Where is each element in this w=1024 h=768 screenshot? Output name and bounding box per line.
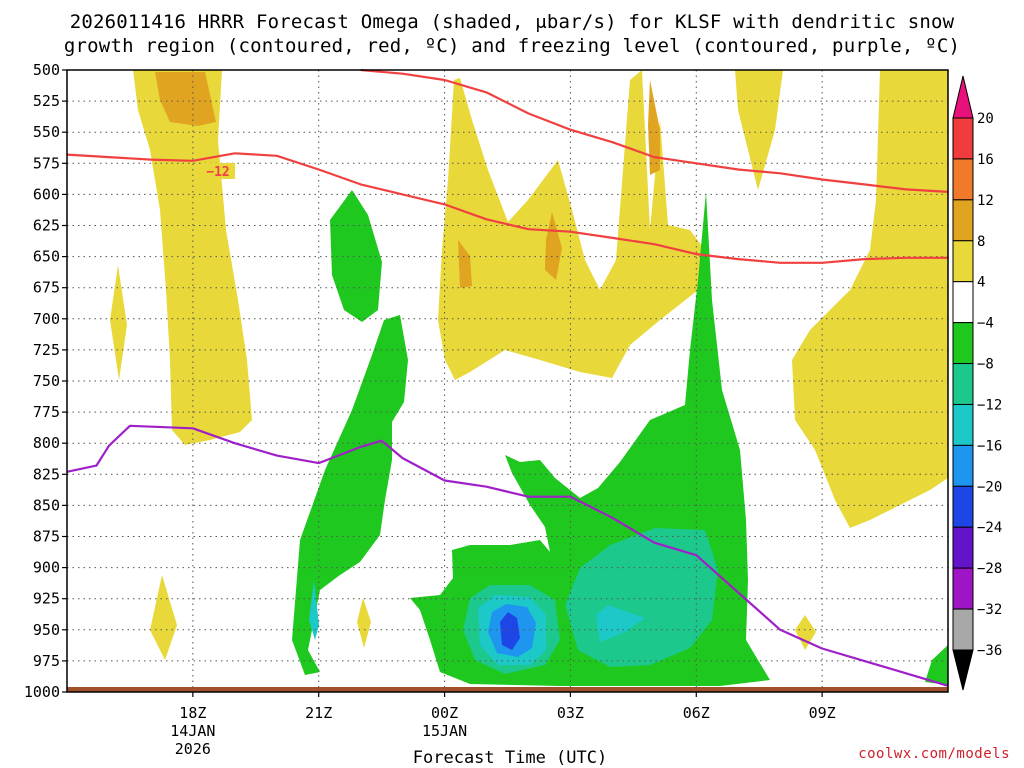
y-tick-label: 650 xyxy=(33,248,60,266)
colorbar-swatch xyxy=(952,281,974,324)
colorbar-label: −32 xyxy=(977,602,1002,618)
y-tick-label: 550 xyxy=(33,123,60,141)
x-tick-label: 06Z xyxy=(683,704,710,722)
omega-positive-region xyxy=(357,598,371,648)
colorbar-top-arrow xyxy=(952,75,974,119)
colorbar-swatch xyxy=(952,608,974,651)
colorbar-swatch xyxy=(952,485,974,528)
omega-positive-region xyxy=(545,212,562,280)
omega-positive-region xyxy=(438,70,705,380)
x-tick-date-label: 15JAN xyxy=(422,722,467,740)
y-tick-label: 750 xyxy=(33,372,60,390)
y-tick-label: 525 xyxy=(33,92,60,110)
omega-positive-region xyxy=(458,240,472,288)
colorbar-label: 16 xyxy=(977,152,994,168)
credit-text: coolwx.com/models xyxy=(858,746,1010,762)
omega-negative-region xyxy=(330,190,382,322)
y-tick-label: 925 xyxy=(33,590,60,608)
colorbar-label: −16 xyxy=(977,438,1002,454)
title-line-1: 2026011416 HRRR Forecast Omega (shaded, … xyxy=(70,11,955,33)
colorbar-swatch xyxy=(952,526,974,569)
y-tick-label: 600 xyxy=(33,185,60,203)
title-line-2: growth region (contoured, red, ºC) and f… xyxy=(64,35,960,57)
omega-positive-region xyxy=(795,615,816,650)
omega-positive-region xyxy=(150,575,177,660)
colorbar-swatch xyxy=(952,567,974,610)
omega-positive-region xyxy=(792,70,948,528)
colorbar-label: −20 xyxy=(977,479,1002,495)
colorbar-swatch xyxy=(952,199,974,242)
omega-shading xyxy=(110,70,948,686)
omega-negative-region xyxy=(292,315,408,675)
y-tick-label: 875 xyxy=(33,528,60,546)
chart-title: 2026011416 HRRR Forecast Omega (shaded, … xyxy=(64,11,960,57)
y-tick-label: 975 xyxy=(33,652,60,670)
omega-negative-region xyxy=(309,580,319,640)
y-tick-label: 775 xyxy=(33,403,60,421)
colorbar-label: −36 xyxy=(977,643,1002,659)
plot-area: −12 xyxy=(66,68,949,693)
omega-negative-region xyxy=(500,612,520,650)
contour-label-background xyxy=(201,163,235,179)
colorbar-label: −4 xyxy=(977,316,994,332)
colorbar-label: 20 xyxy=(977,111,994,127)
y-tick-label: 1000 xyxy=(24,683,60,701)
y-tick-label: 625 xyxy=(33,217,60,235)
colorbar-label: 4 xyxy=(977,275,985,291)
omega-positive-region xyxy=(110,265,127,380)
colorbar-label: −8 xyxy=(977,357,994,373)
x-tick-label: 18Z xyxy=(179,704,206,722)
y-tick-label: 950 xyxy=(33,621,60,639)
colorbar-bottom-arrow xyxy=(952,649,974,691)
contour-line-0 xyxy=(66,152,948,264)
omega-positive-region xyxy=(155,72,216,126)
y-axis: 500 525 550 575 600 625 650 675 700 725 750 775 800 8… xyxy=(24,61,67,701)
x-axis-title: Forecast Time (UTC) xyxy=(413,748,607,768)
colorbar-swatch xyxy=(952,158,974,201)
y-tick-label: 500 xyxy=(33,61,60,79)
y-tick-label: 825 xyxy=(33,465,60,483)
colorbar-label: −24 xyxy=(977,520,1002,536)
colorbar-swatch xyxy=(952,240,974,283)
x-tick-year-label: 2026 xyxy=(175,740,211,758)
colorbar-swatch xyxy=(952,363,974,405)
x-tick-label: 03Z xyxy=(557,704,584,722)
y-tick-label: 800 xyxy=(33,434,60,452)
omega-negative-region xyxy=(596,605,645,642)
colorbar-label: 8 xyxy=(977,234,985,250)
x-tick-label: 09Z xyxy=(809,704,836,722)
y-tick-label: 575 xyxy=(33,154,60,172)
colorbar-swatch xyxy=(952,444,974,487)
contour-line-1 xyxy=(360,68,949,193)
colorbar-swatch xyxy=(952,322,974,365)
contour-line-2 xyxy=(66,424,949,687)
omega-negative-region xyxy=(925,645,948,685)
y-tick-label: 850 xyxy=(33,496,60,514)
x-tick-date-label: 14JAN xyxy=(170,722,215,740)
colorbar-label: −28 xyxy=(977,561,1002,577)
x-tick-label: 00Z xyxy=(431,704,458,722)
colorbar-label: −12 xyxy=(977,397,1002,413)
gridlines xyxy=(67,70,948,692)
y-tick-label: 675 xyxy=(33,279,60,297)
omega-positive-region xyxy=(735,70,783,190)
ground-strip xyxy=(67,687,948,692)
colorbar-swatch xyxy=(952,403,974,446)
colorbar-swatch xyxy=(952,117,974,160)
y-tick-label: 900 xyxy=(33,559,60,577)
contour-lines xyxy=(66,68,949,687)
y-tick-label: 700 xyxy=(33,310,60,328)
x-tick-label: 21Z xyxy=(305,704,332,722)
colorbar-label: 12 xyxy=(977,193,994,209)
omega-positive-region xyxy=(648,80,660,175)
colorbar: 20 16 12 8 4 −4 −8 −12 −16 −20 −24 −28 −32 −36 xyxy=(952,75,1002,691)
contour-label: −12 xyxy=(206,165,229,180)
y-tick-label: 725 xyxy=(33,341,60,359)
